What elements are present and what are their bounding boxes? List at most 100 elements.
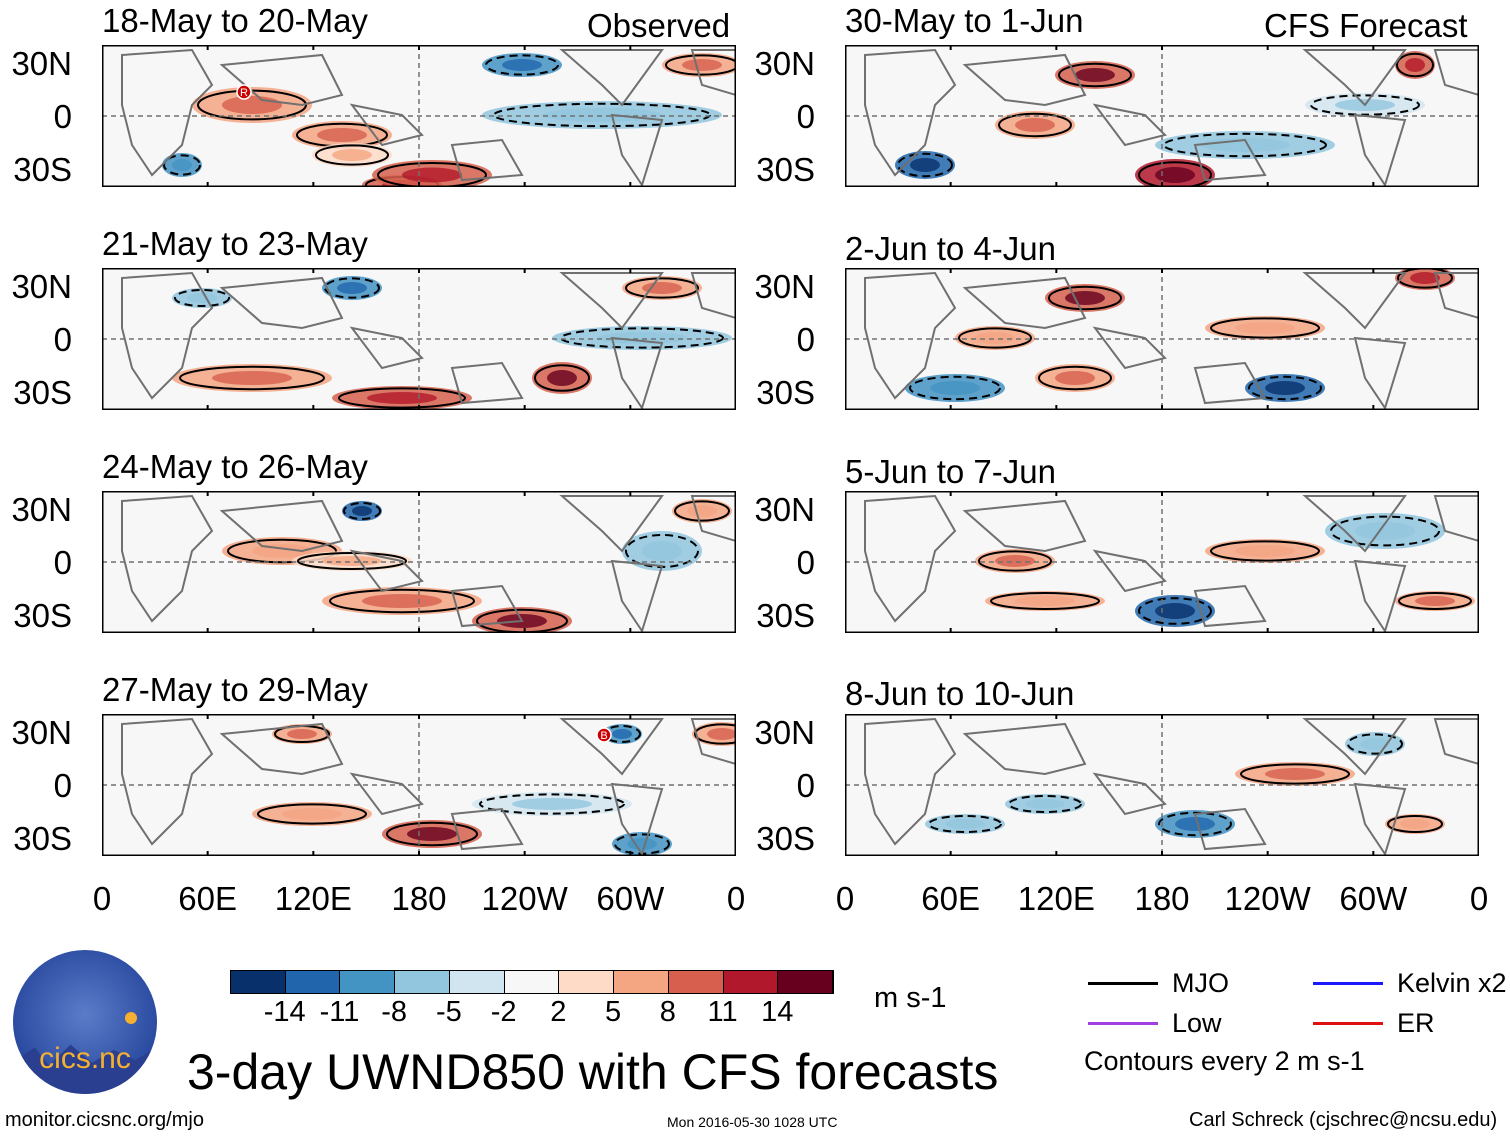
y-tick-label: 30N bbox=[11, 714, 72, 751]
continent-outlines bbox=[864, 494, 1479, 633]
footer-url[interactable]: monitor.cicsnc.org/mjo bbox=[5, 1109, 204, 1131]
panel-title: 21-May to 23-May bbox=[102, 225, 368, 262]
y-tick-label: 30S bbox=[13, 151, 72, 188]
contour bbox=[560, 327, 724, 349]
contour bbox=[665, 54, 736, 76]
continent-outlines bbox=[864, 717, 1479, 856]
contour bbox=[179, 365, 325, 391]
x-tick-label: 180 bbox=[1134, 880, 1190, 917]
legend-label: MJO bbox=[1172, 968, 1229, 998]
anomaly-blob-core bbox=[995, 555, 1035, 567]
anomaly-blob-core bbox=[642, 541, 682, 561]
map-panel: B bbox=[102, 714, 736, 856]
y-tick-label: 0 bbox=[53, 544, 72, 581]
contour-note: Contours every 2 m s-1 bbox=[1084, 1046, 1365, 1076]
contour bbox=[674, 500, 730, 522]
contour bbox=[386, 821, 478, 847]
x-tick-label: 0 bbox=[835, 880, 855, 917]
contour bbox=[625, 277, 699, 299]
contour bbox=[694, 723, 736, 745]
colorbar-swatch bbox=[778, 971, 834, 993]
continent-outlines bbox=[864, 48, 1479, 187]
footer-author: Carl Schreck (cjschrec@ncsu.edu) bbox=[1189, 1109, 1498, 1131]
contour bbox=[1058, 62, 1132, 88]
anomaly-blob-core bbox=[642, 282, 682, 294]
anomaly-blob-core bbox=[975, 332, 1015, 344]
colorbar-label: 2 bbox=[550, 996, 567, 1028]
legend-line-kelvin bbox=[1313, 982, 1383, 985]
anomaly-blob-core bbox=[172, 159, 192, 171]
anomaly-blob-core bbox=[707, 728, 736, 740]
contour bbox=[1038, 365, 1112, 391]
observed-header: Observed bbox=[587, 7, 731, 44]
colorbar-label: -2 bbox=[490, 996, 517, 1028]
contour bbox=[1163, 132, 1327, 158]
y-tick-label: 30N bbox=[754, 45, 815, 82]
anomaly-blob-core bbox=[1065, 291, 1105, 305]
anomaly-blob-core bbox=[1025, 799, 1065, 809]
y-tick-label: 30N bbox=[11, 268, 72, 305]
anomaly-blob-core bbox=[1155, 603, 1195, 619]
anomaly-blob-core bbox=[322, 556, 382, 566]
colorbar-units: m s-1 bbox=[874, 982, 947, 1014]
anomaly-blob-core bbox=[1415, 596, 1455, 606]
storm-marker-label: B bbox=[600, 730, 607, 742]
anomaly-blob-core bbox=[212, 371, 292, 385]
colorbar bbox=[230, 970, 834, 994]
contour bbox=[1210, 317, 1320, 339]
contour bbox=[324, 277, 380, 299]
y-tick-label: 30S bbox=[13, 374, 72, 411]
cics-logo: cics.nc bbox=[13, 950, 157, 1094]
continent-outlines bbox=[121, 48, 736, 187]
x-tick-label: 120W bbox=[1224, 880, 1311, 917]
colorbar-label: 11 bbox=[707, 996, 738, 1028]
contour bbox=[998, 112, 1072, 138]
legend-line-er bbox=[1313, 1022, 1383, 1025]
contour bbox=[909, 375, 1001, 401]
legend-line-low bbox=[1088, 1022, 1158, 1025]
map-panel bbox=[102, 491, 736, 633]
panel-title: 30-May to 1-Jun bbox=[845, 2, 1084, 39]
storm-marker-label: R bbox=[240, 87, 248, 99]
x-tick-label: 60E bbox=[921, 880, 981, 917]
contour bbox=[1138, 597, 1212, 625]
x-tick-label: 0 bbox=[1469, 880, 1489, 917]
y-tick-label: 30N bbox=[11, 45, 72, 82]
contour bbox=[338, 387, 466, 409]
contour bbox=[1330, 515, 1440, 547]
contour bbox=[1158, 811, 1232, 837]
x-tick-label: 180 bbox=[391, 880, 447, 917]
colorbar-label: -11 bbox=[319, 996, 360, 1028]
anomaly-blob-core bbox=[945, 819, 985, 829]
y-tick-label: 0 bbox=[796, 767, 815, 804]
colorbar-label: -8 bbox=[381, 996, 408, 1028]
y-tick-label: 0 bbox=[796, 98, 815, 135]
anomaly-blob-core bbox=[222, 96, 282, 114]
storm-marker: B bbox=[596, 727, 612, 743]
y-tick-label: 30S bbox=[756, 151, 815, 188]
anomaly-blob-core bbox=[407, 827, 457, 841]
anomaly-blob-core bbox=[1400, 819, 1430, 829]
contour bbox=[1396, 52, 1434, 78]
y-tick-label: 30S bbox=[756, 597, 815, 634]
colorbar-swatch bbox=[559, 971, 615, 993]
contour bbox=[485, 54, 559, 76]
anomaly-blob-core bbox=[910, 158, 940, 172]
colorbar-label: 8 bbox=[659, 996, 676, 1028]
legend-label: Kelvin x2 bbox=[1397, 968, 1507, 998]
y-tick-label: 30S bbox=[756, 374, 815, 411]
x-tick-label: 120E bbox=[274, 880, 352, 917]
panel-title: 27-May to 29-May bbox=[102, 671, 368, 708]
anomaly-blob-core bbox=[282, 808, 342, 820]
panel-title: 24-May to 26-May bbox=[102, 448, 368, 485]
y-tick-label: 30S bbox=[13, 597, 72, 634]
y-tick-label: 0 bbox=[53, 321, 72, 358]
map-panel bbox=[845, 714, 1479, 856]
anomaly-blob-core bbox=[1015, 596, 1075, 606]
anomaly-blob-core bbox=[682, 59, 722, 71]
contour bbox=[163, 154, 201, 176]
y-tick-label: 0 bbox=[796, 321, 815, 358]
contour bbox=[329, 588, 475, 614]
y-tick-label: 30N bbox=[754, 714, 815, 751]
anomaly-blob-core bbox=[547, 370, 577, 386]
